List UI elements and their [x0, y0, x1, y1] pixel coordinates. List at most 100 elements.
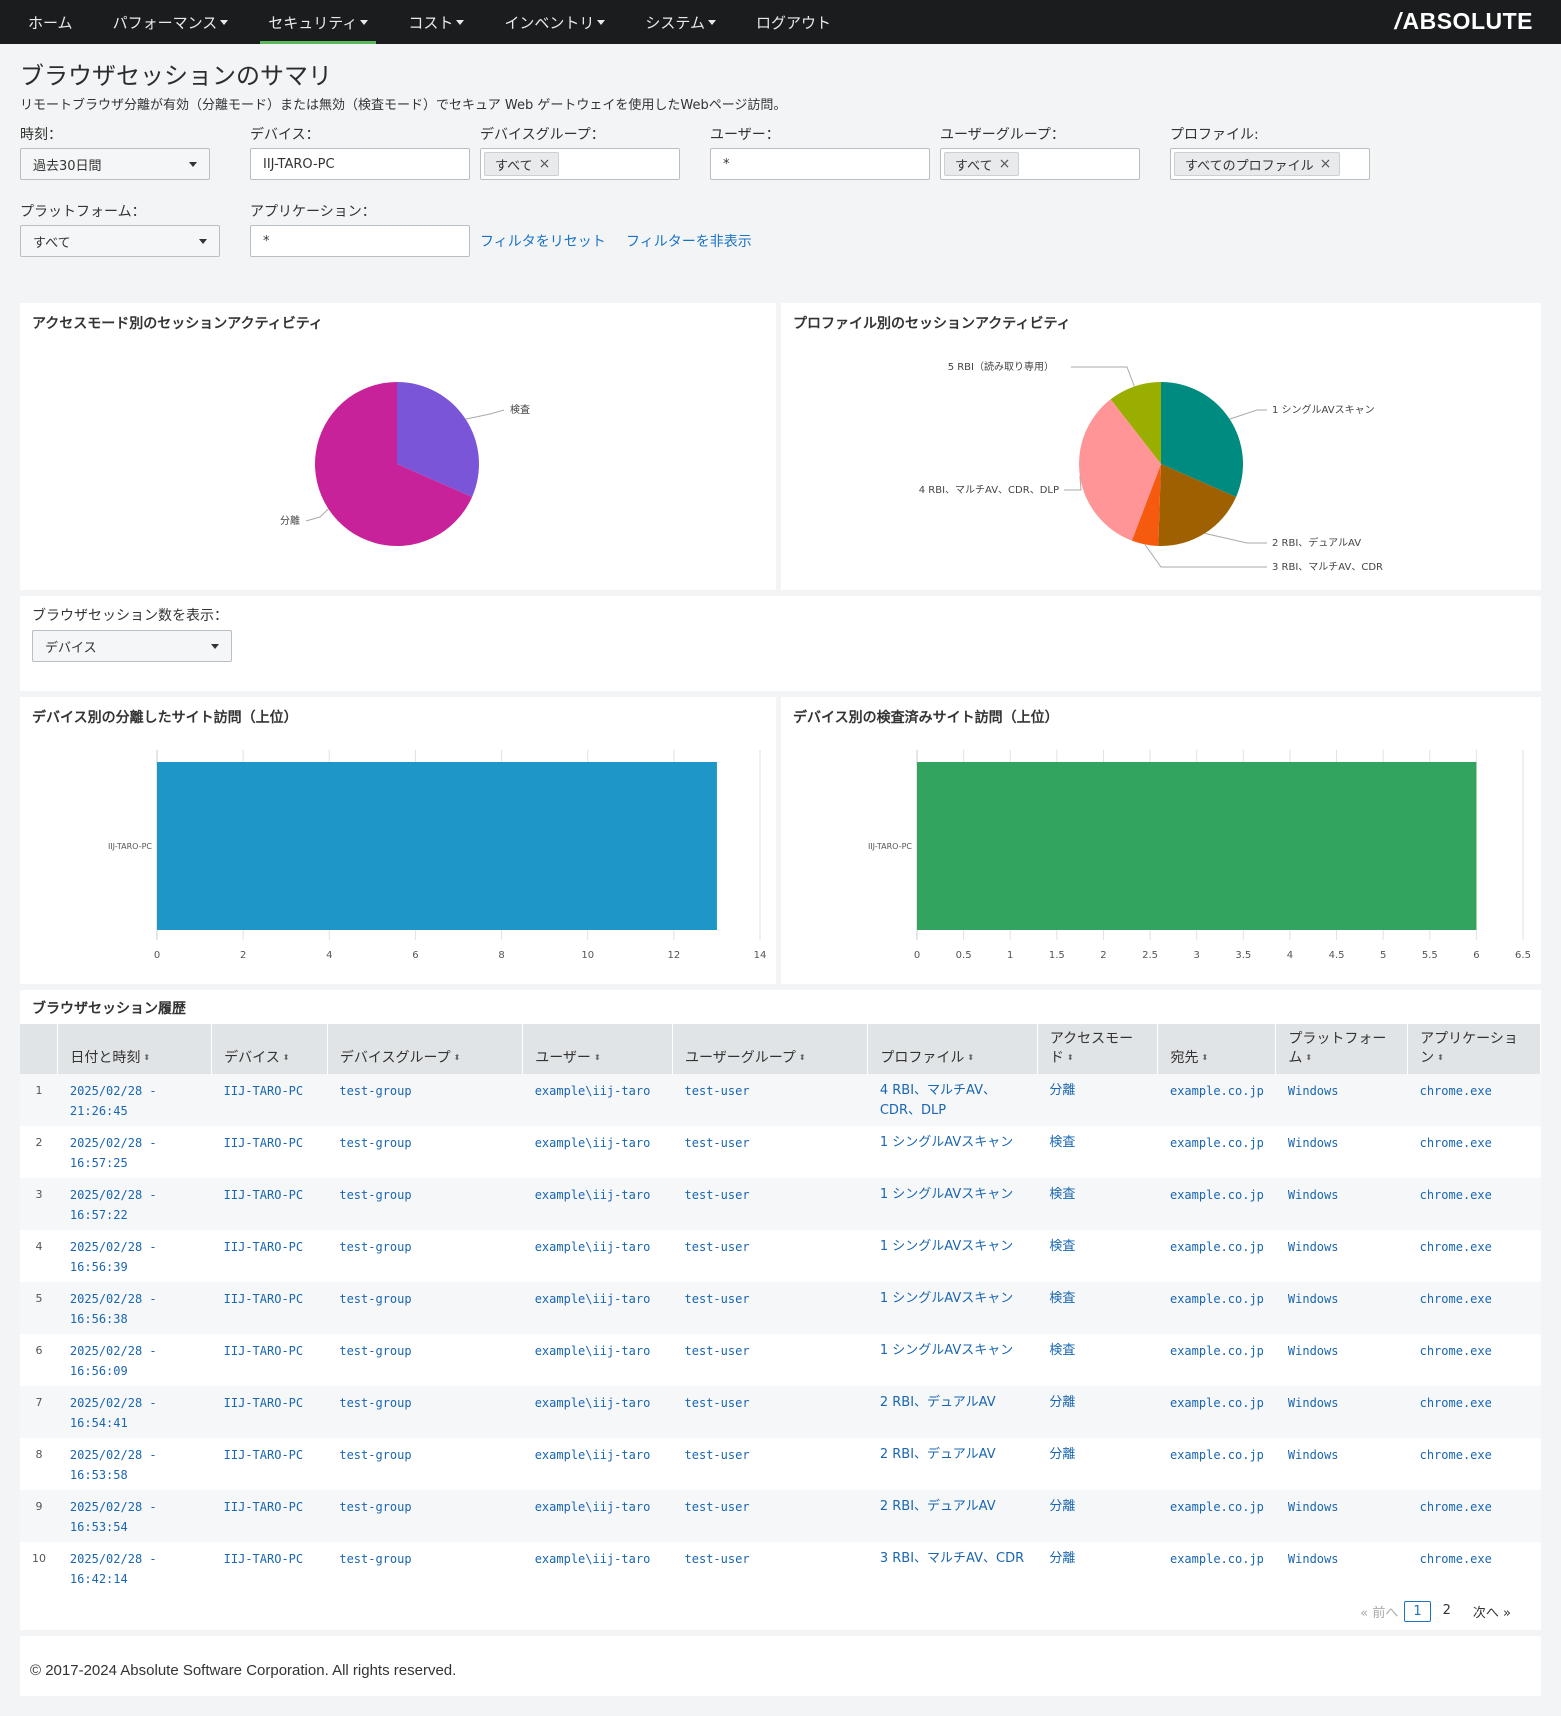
cell-user[interactable]: example\iij-taro: [534, 1136, 651, 1150]
nav-item-1[interactable]: パフォーマンス: [93, 0, 249, 44]
pie-slice-1[interactable]: [315, 382, 473, 546]
cell-app[interactable]: chrome.exe: [1419, 1084, 1492, 1098]
cell-app[interactable]: chrome.exe: [1419, 1448, 1492, 1462]
cell-profile[interactable]: 1 シングルAVスキャン: [879, 1343, 1014, 1358]
sort-icon[interactable]: ⬍: [593, 1053, 601, 1062]
cell-user[interactable]: example\iij-taro: [534, 1396, 651, 1410]
hide-filters-link[interactable]: フィルターを非表示: [626, 234, 752, 250]
cell-user[interactable]: example\iij-taro: [534, 1448, 651, 1462]
sort-icon[interactable]: ⬍: [798, 1053, 806, 1062]
sort-icon[interactable]: ⬍: [1066, 1053, 1074, 1062]
cell-dest[interactable]: example.co.jp: [1169, 1552, 1264, 1566]
sort-icon[interactable]: ⬍: [453, 1053, 461, 1062]
cell-app[interactable]: chrome.exe: [1419, 1292, 1492, 1306]
cell-group[interactable]: test-group: [339, 1552, 412, 1566]
cell-dt[interactable]: 2025/02/28 - 16:56:39: [58, 1230, 212, 1282]
nav-item-5[interactable]: システム: [625, 0, 736, 44]
cell-dt[interactable]: 2025/02/28 - 21:26:45: [58, 1074, 212, 1126]
column-header-1[interactable]: 日付と時刻 ⬍: [57, 1024, 213, 1074]
cell-ugroup[interactable]: test-user: [684, 1240, 750, 1254]
cell-mode[interactable]: 検査: [1049, 1291, 1076, 1306]
cell-ugroup[interactable]: test-user: [684, 1396, 750, 1410]
reset-filters-link[interactable]: フィルタをリセット: [480, 234, 606, 250]
cell-profile[interactable]: 1 シングルAVスキャン: [879, 1239, 1014, 1254]
cell-ugroup[interactable]: test-user: [684, 1136, 750, 1150]
cell-ugroup[interactable]: test-user: [684, 1552, 750, 1566]
cell-mode[interactable]: 分離: [1049, 1499, 1076, 1514]
cell-platform[interactable]: Windows: [1287, 1448, 1339, 1462]
cell-user[interactable]: example\iij-taro: [534, 1500, 651, 1514]
column-header-7[interactable]: アクセスモード ⬍: [1037, 1024, 1159, 1074]
next-page-link[interactable]: 次へ »: [1472, 1606, 1511, 1621]
nav-item-3[interactable]: コスト: [388, 0, 484, 44]
column-header-9[interactable]: プラットフォーム ⬍: [1275, 1024, 1409, 1074]
cell-group[interactable]: test-group: [339, 1240, 412, 1254]
column-header-10[interactable]: アプリケーション ⬍: [1407, 1024, 1541, 1074]
cell-profile[interactable]: 1 シングルAVスキャン: [879, 1135, 1014, 1150]
cell-device[interactable]: IIJ-TARO-PC: [223, 1188, 304, 1202]
cell-dest[interactable]: example.co.jp: [1169, 1084, 1264, 1098]
page-link-2[interactable]: 2: [1442, 1603, 1451, 1618]
cell-mode[interactable]: 検査: [1049, 1343, 1076, 1358]
cell-platform[interactable]: Windows: [1287, 1136, 1339, 1150]
cell-group[interactable]: test-group: [339, 1396, 412, 1410]
cell-platform[interactable]: Windows: [1287, 1552, 1339, 1566]
cell-device[interactable]: IIJ-TARO-PC: [223, 1136, 304, 1150]
cell-device[interactable]: IIJ-TARO-PC: [223, 1552, 304, 1566]
device-input[interactable]: IIJ-TARO-PC: [250, 148, 470, 180]
sort-icon[interactable]: ⬍: [282, 1053, 290, 1062]
cell-dt[interactable]: 2025/02/28 - 16:53:58: [58, 1438, 212, 1490]
cell-app[interactable]: chrome.exe: [1419, 1344, 1492, 1358]
device-group-multiselect[interactable]: すべて ×: [480, 148, 680, 180]
sort-icon[interactable]: ⬍: [1437, 1053, 1444, 1062]
cell-profile[interactable]: 2 RBI、デュアルAV: [879, 1395, 996, 1410]
cell-app[interactable]: chrome.exe: [1419, 1188, 1492, 1202]
cell-profile[interactable]: 2 RBI、デュアルAV: [879, 1447, 996, 1462]
column-header-5[interactable]: ユーザーグループ ⬍: [672, 1024, 869, 1074]
cell-user[interactable]: example\iij-taro: [534, 1084, 651, 1098]
cell-dest[interactable]: example.co.jp: [1169, 1292, 1264, 1306]
cell-device[interactable]: IIJ-TARO-PC: [223, 1448, 304, 1462]
cell-dt[interactable]: 2025/02/28 - 16:56:09: [58, 1334, 212, 1386]
column-header-4[interactable]: ユーザー ⬍: [522, 1024, 674, 1074]
cell-dt[interactable]: 2025/02/28 - 16:56:38: [58, 1282, 212, 1334]
sort-icon[interactable]: ⬍: [1305, 1053, 1313, 1062]
cell-app[interactable]: chrome.exe: [1419, 1500, 1492, 1514]
sort-icon[interactable]: ⬍: [967, 1053, 975, 1062]
cell-group[interactable]: test-group: [339, 1136, 412, 1150]
cell-device[interactable]: IIJ-TARO-PC: [223, 1396, 304, 1410]
cell-profile[interactable]: 3 RBI、マルチAV、CDR: [879, 1551, 1025, 1566]
column-header-3[interactable]: デバイスグループ ⬍: [327, 1024, 524, 1074]
cell-dt[interactable]: 2025/02/28 - 16:53:54: [58, 1490, 212, 1542]
cell-group[interactable]: test-group: [339, 1500, 412, 1514]
cell-dt[interactable]: 2025/02/28 - 16:57:25: [58, 1126, 212, 1178]
cell-dest[interactable]: example.co.jp: [1169, 1188, 1264, 1202]
nav-item-6[interactable]: ログアウト: [736, 0, 851, 44]
cell-group[interactable]: test-group: [339, 1292, 412, 1306]
cell-user[interactable]: example\iij-taro: [534, 1188, 651, 1202]
cell-ugroup[interactable]: test-user: [684, 1292, 750, 1306]
cell-platform[interactable]: Windows: [1287, 1344, 1339, 1358]
cell-mode[interactable]: 分離: [1049, 1447, 1076, 1462]
column-header-8[interactable]: 宛先 ⬍: [1157, 1024, 1277, 1074]
cell-group[interactable]: test-group: [339, 1084, 412, 1098]
cell-dest[interactable]: example.co.jp: [1169, 1396, 1264, 1410]
close-icon[interactable]: ×: [1319, 156, 1332, 172]
user-input[interactable]: *: [710, 148, 930, 180]
nav-item-0[interactable]: ホーム: [8, 0, 93, 44]
cell-profile[interactable]: 2 RBI、デュアルAV: [879, 1499, 996, 1514]
profile-multiselect[interactable]: すべてのプロファイル ×: [1170, 148, 1370, 180]
pie-slice-3[interactable]: [1079, 399, 1161, 541]
cell-device[interactable]: IIJ-TARO-PC: [223, 1240, 304, 1254]
cell-profile[interactable]: 4 RBI、マルチAV、CDR、DLP: [879, 1083, 997, 1118]
cell-app[interactable]: chrome.exe: [1419, 1396, 1492, 1410]
cell-dest[interactable]: example.co.jp: [1169, 1240, 1264, 1254]
column-header-6[interactable]: プロファイル ⬍: [867, 1024, 1038, 1074]
show-count-select[interactable]: デバイス: [32, 630, 232, 662]
cell-group[interactable]: test-group: [339, 1448, 412, 1462]
pie-slice-1[interactable]: [1158, 464, 1237, 546]
pie-slice-0[interactable]: [1161, 382, 1243, 497]
cell-dest[interactable]: example.co.jp: [1169, 1448, 1264, 1462]
cell-mode[interactable]: 分離: [1049, 1551, 1076, 1566]
cell-dt[interactable]: 2025/02/28 - 16:57:22: [58, 1178, 212, 1230]
